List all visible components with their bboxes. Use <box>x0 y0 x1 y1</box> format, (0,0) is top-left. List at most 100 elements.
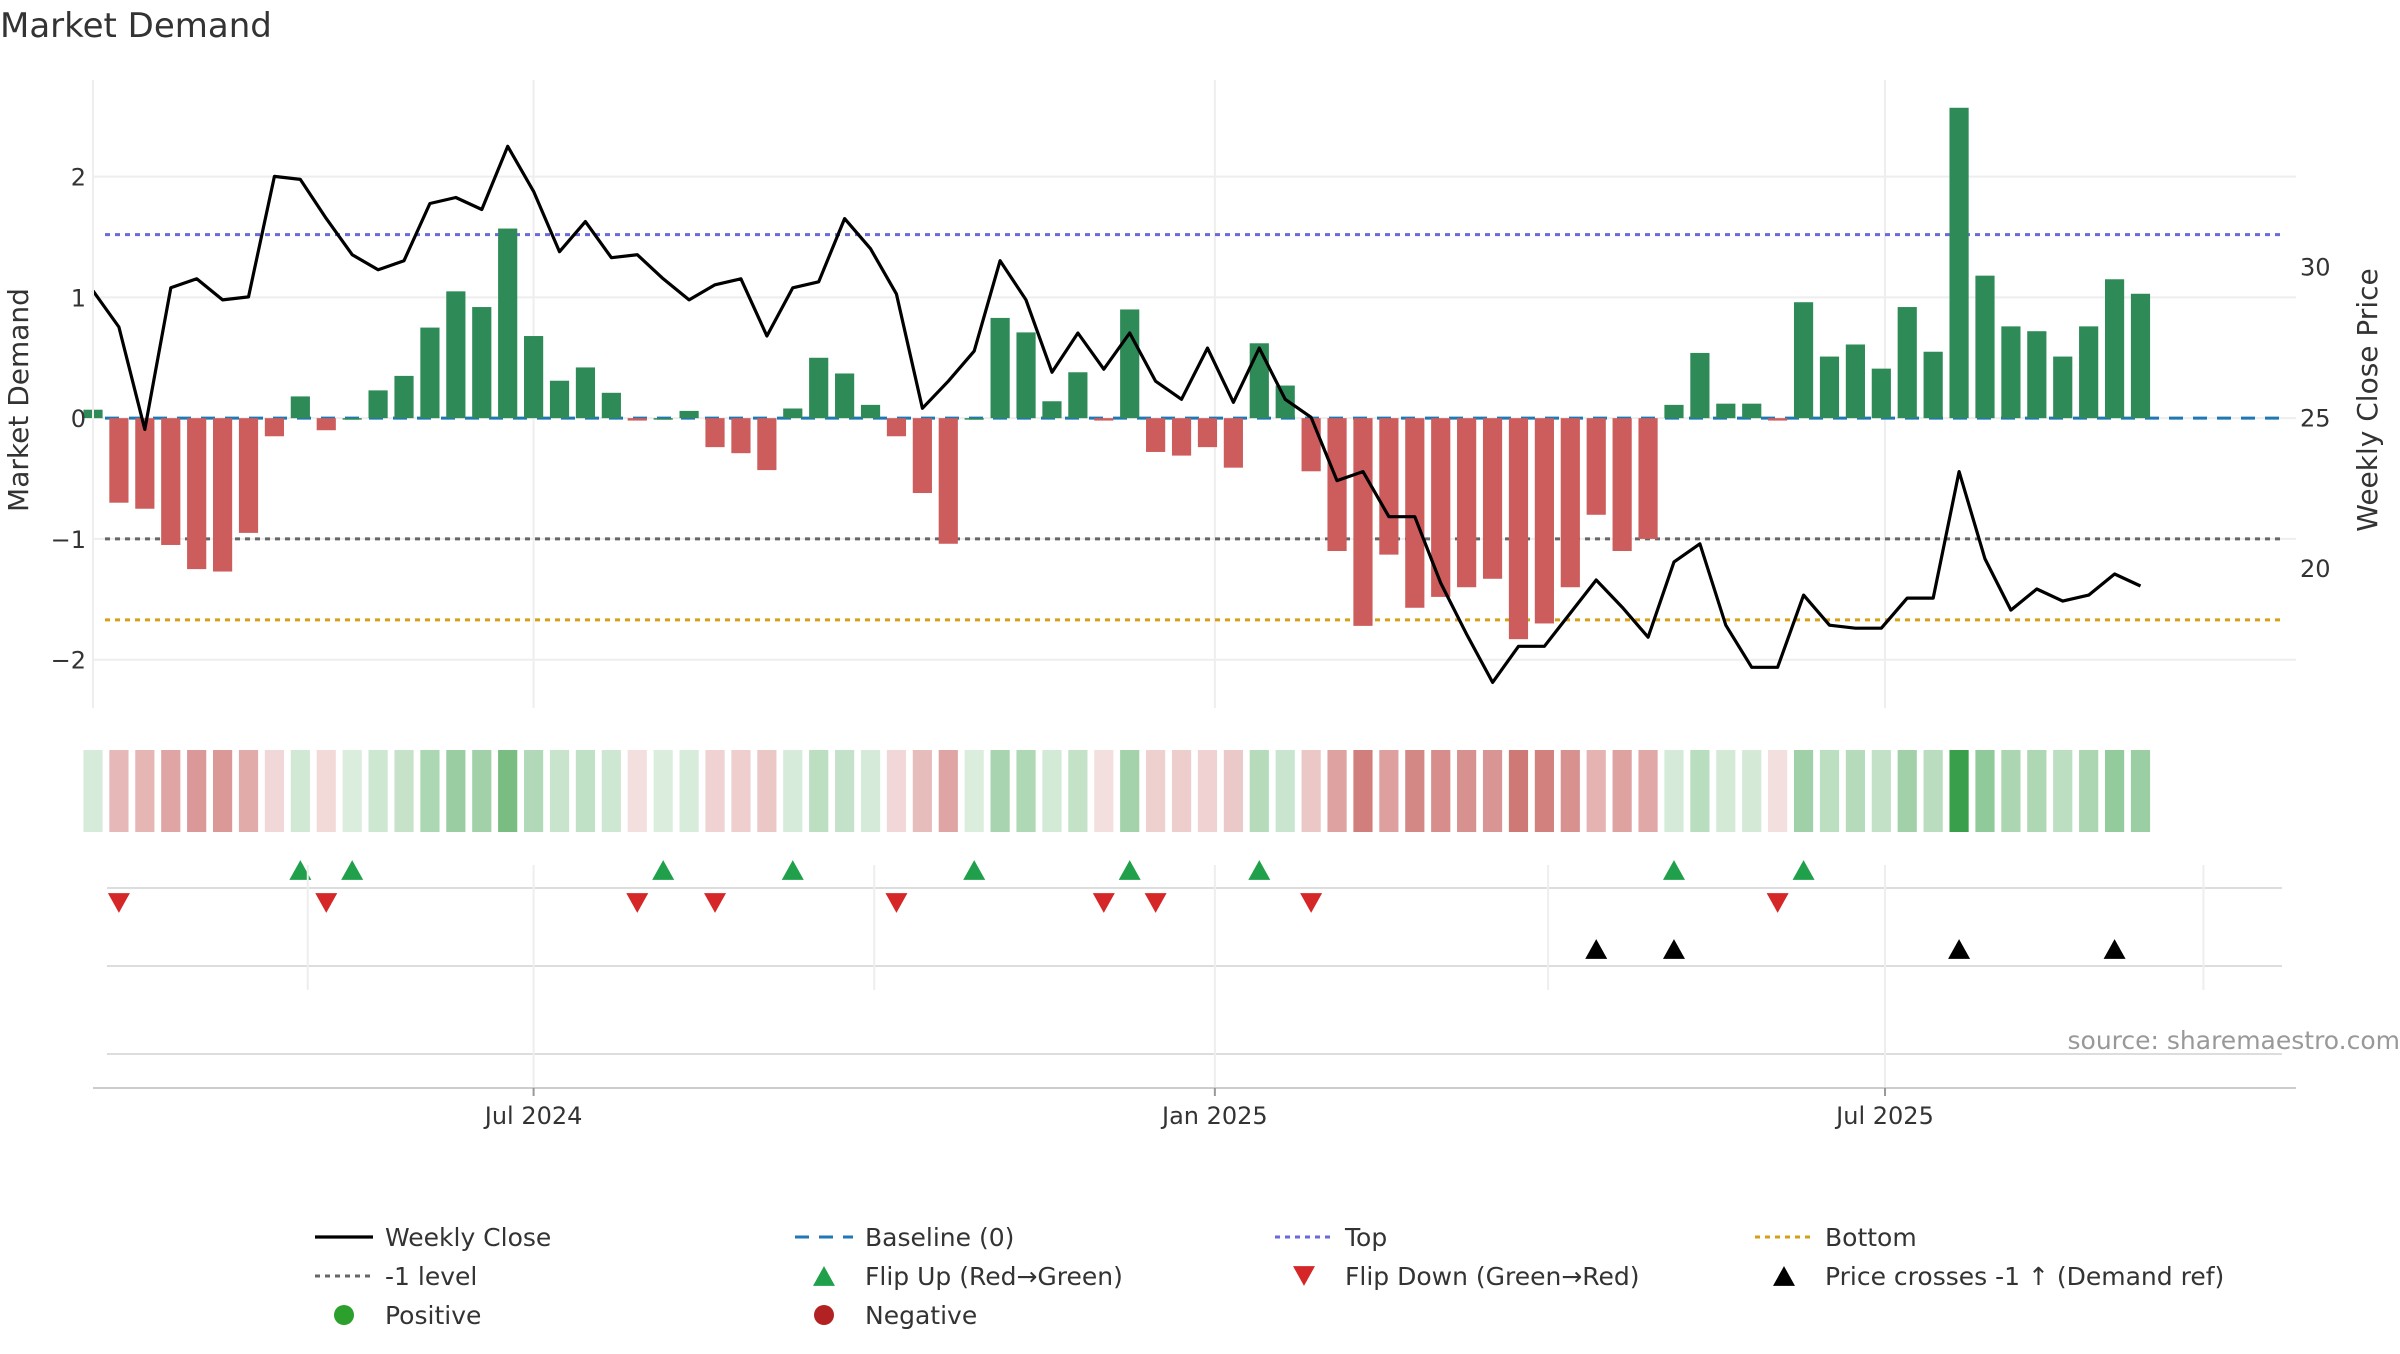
heat-cell <box>1431 750 1450 832</box>
positive-bar <box>446 291 465 418</box>
chart-title: Market Demand <box>0 6 272 46</box>
negative-bar <box>628 418 647 420</box>
positive-bar <box>1846 344 1865 418</box>
x-tick-label: Jan 2025 <box>1160 1102 1268 1130</box>
heat-cell <box>524 750 543 832</box>
heat-cell <box>2053 750 2072 832</box>
heat-cell <box>1898 750 1917 832</box>
flip-down-marker <box>885 893 907 913</box>
positive-bar <box>835 373 854 418</box>
heat-cell <box>705 750 724 832</box>
flip-up-marker <box>1663 860 1685 880</box>
negative-bar <box>1561 418 1580 587</box>
heat-cell <box>1198 750 1217 832</box>
positive-bar <box>2001 326 2020 418</box>
negative-bar <box>1638 418 1657 539</box>
negative-bar <box>1405 418 1424 608</box>
positive-bar <box>1949 108 1968 418</box>
heat-cell <box>550 750 569 832</box>
positive-bar <box>1068 372 1087 418</box>
negative-bar <box>239 418 258 533</box>
positive-bar <box>576 367 595 418</box>
heat-cell <box>1664 750 1683 832</box>
heat-cell <box>1975 750 1994 832</box>
y-tick-label: 2 <box>71 164 86 192</box>
flip-up-marker <box>1793 860 1815 880</box>
negative-bar <box>1509 418 1528 639</box>
heat-cell <box>757 750 776 832</box>
source-credit: source: sharemaestro.com <box>2068 1026 2400 1055</box>
heat-cell <box>1535 750 1554 832</box>
heat-cell <box>1327 750 1346 832</box>
heat-cell <box>2027 750 2046 832</box>
heat-cell <box>1587 750 1606 832</box>
heat-cell <box>809 750 828 832</box>
negative-bar <box>731 418 750 453</box>
legend-swatch-circle <box>814 1305 834 1325</box>
heat-cell <box>1846 750 1865 832</box>
heat-cell <box>1405 750 1424 832</box>
heat-cell <box>835 750 854 832</box>
legend-label: Flip Down (Green→Red) <box>1345 1262 1640 1291</box>
legend-item: Positive <box>334 1301 481 1330</box>
heat-cell <box>1794 750 1813 832</box>
heat-cell <box>1042 750 1061 832</box>
positive-bar <box>1690 353 1709 418</box>
heat-cell <box>2001 750 2020 832</box>
x-tick-label: Jul 2025 <box>1834 1102 1934 1130</box>
positive-bar <box>2027 331 2046 418</box>
positive-bar <box>1042 401 1061 418</box>
heat-cell <box>1457 750 1476 832</box>
positive-bar <box>498 229 517 419</box>
legend-label: Baseline (0) <box>865 1223 1014 1252</box>
flip-up-marker <box>1248 860 1270 880</box>
negative-bar <box>1353 418 1372 626</box>
negative-bar <box>1483 418 1502 579</box>
heat-cell <box>1068 750 1087 832</box>
positive-bar <box>1820 357 1839 419</box>
flip-up-marker <box>1119 860 1141 880</box>
heat-cell <box>731 750 750 832</box>
flip-down-marker <box>626 893 648 913</box>
negative-bar <box>1535 418 1554 623</box>
heat-cell <box>1302 750 1321 832</box>
price-cross-marker <box>2104 939 2126 959</box>
negative-bar <box>317 418 336 430</box>
heat-cell <box>446 750 465 832</box>
heat-cell <box>1483 750 1502 832</box>
heat-cell <box>861 750 880 832</box>
legend-item: -1 level <box>315 1262 477 1291</box>
positive-bar <box>965 418 984 420</box>
heat-cell <box>1872 750 1891 832</box>
heat-cell <box>1250 750 1269 832</box>
positive-bar <box>680 411 699 418</box>
positive-bar <box>2053 357 2072 419</box>
heat-cell <box>991 750 1010 832</box>
negative-bar <box>1613 418 1632 551</box>
heat-cell <box>187 750 206 832</box>
heat-cell <box>1146 750 1165 832</box>
negative-bar <box>757 418 776 470</box>
demand-bars <box>83 108 2150 639</box>
positive-bar <box>861 405 880 418</box>
flip-up-marker <box>782 860 804 880</box>
heat-cell <box>1638 750 1657 832</box>
legend-swatch-triangle-up <box>1773 1266 1795 1286</box>
negative-bar <box>1224 418 1243 468</box>
legend-label: Positive <box>385 1301 481 1330</box>
negative-bar <box>939 418 958 544</box>
heat-cell <box>1742 750 1761 832</box>
heat-cell <box>965 750 984 832</box>
positive-bar <box>654 418 673 420</box>
flip-down-marker <box>1145 893 1167 913</box>
positive-bar <box>1716 404 1735 418</box>
positive-bar <box>420 328 439 419</box>
heat-cell <box>1716 750 1735 832</box>
heat-cell <box>1379 750 1398 832</box>
heat-cell <box>1509 750 1528 832</box>
heat-cell <box>1820 750 1839 832</box>
y-tick-label: −2 <box>51 647 86 675</box>
heat-cell <box>913 750 932 832</box>
y2-tick-label: 25 <box>2300 404 2331 432</box>
